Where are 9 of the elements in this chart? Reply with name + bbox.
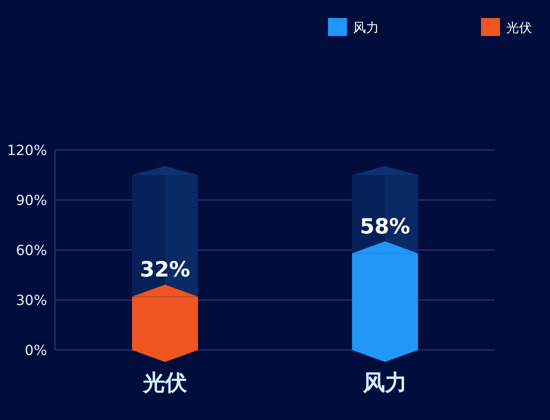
y-tick-label: 120% — [6, 143, 47, 159]
data-label: 32% — [140, 258, 190, 282]
legend-label: 光伏 — [506, 21, 532, 36]
y-tick-label: 0% — [24, 343, 47, 359]
data-label: 58% — [360, 214, 410, 238]
y-tick-label: 60% — [16, 243, 47, 259]
legend-label: 风力 — [353, 21, 379, 36]
y-tick-label: 90% — [16, 193, 47, 209]
y-tick-label: 30% — [16, 293, 47, 309]
